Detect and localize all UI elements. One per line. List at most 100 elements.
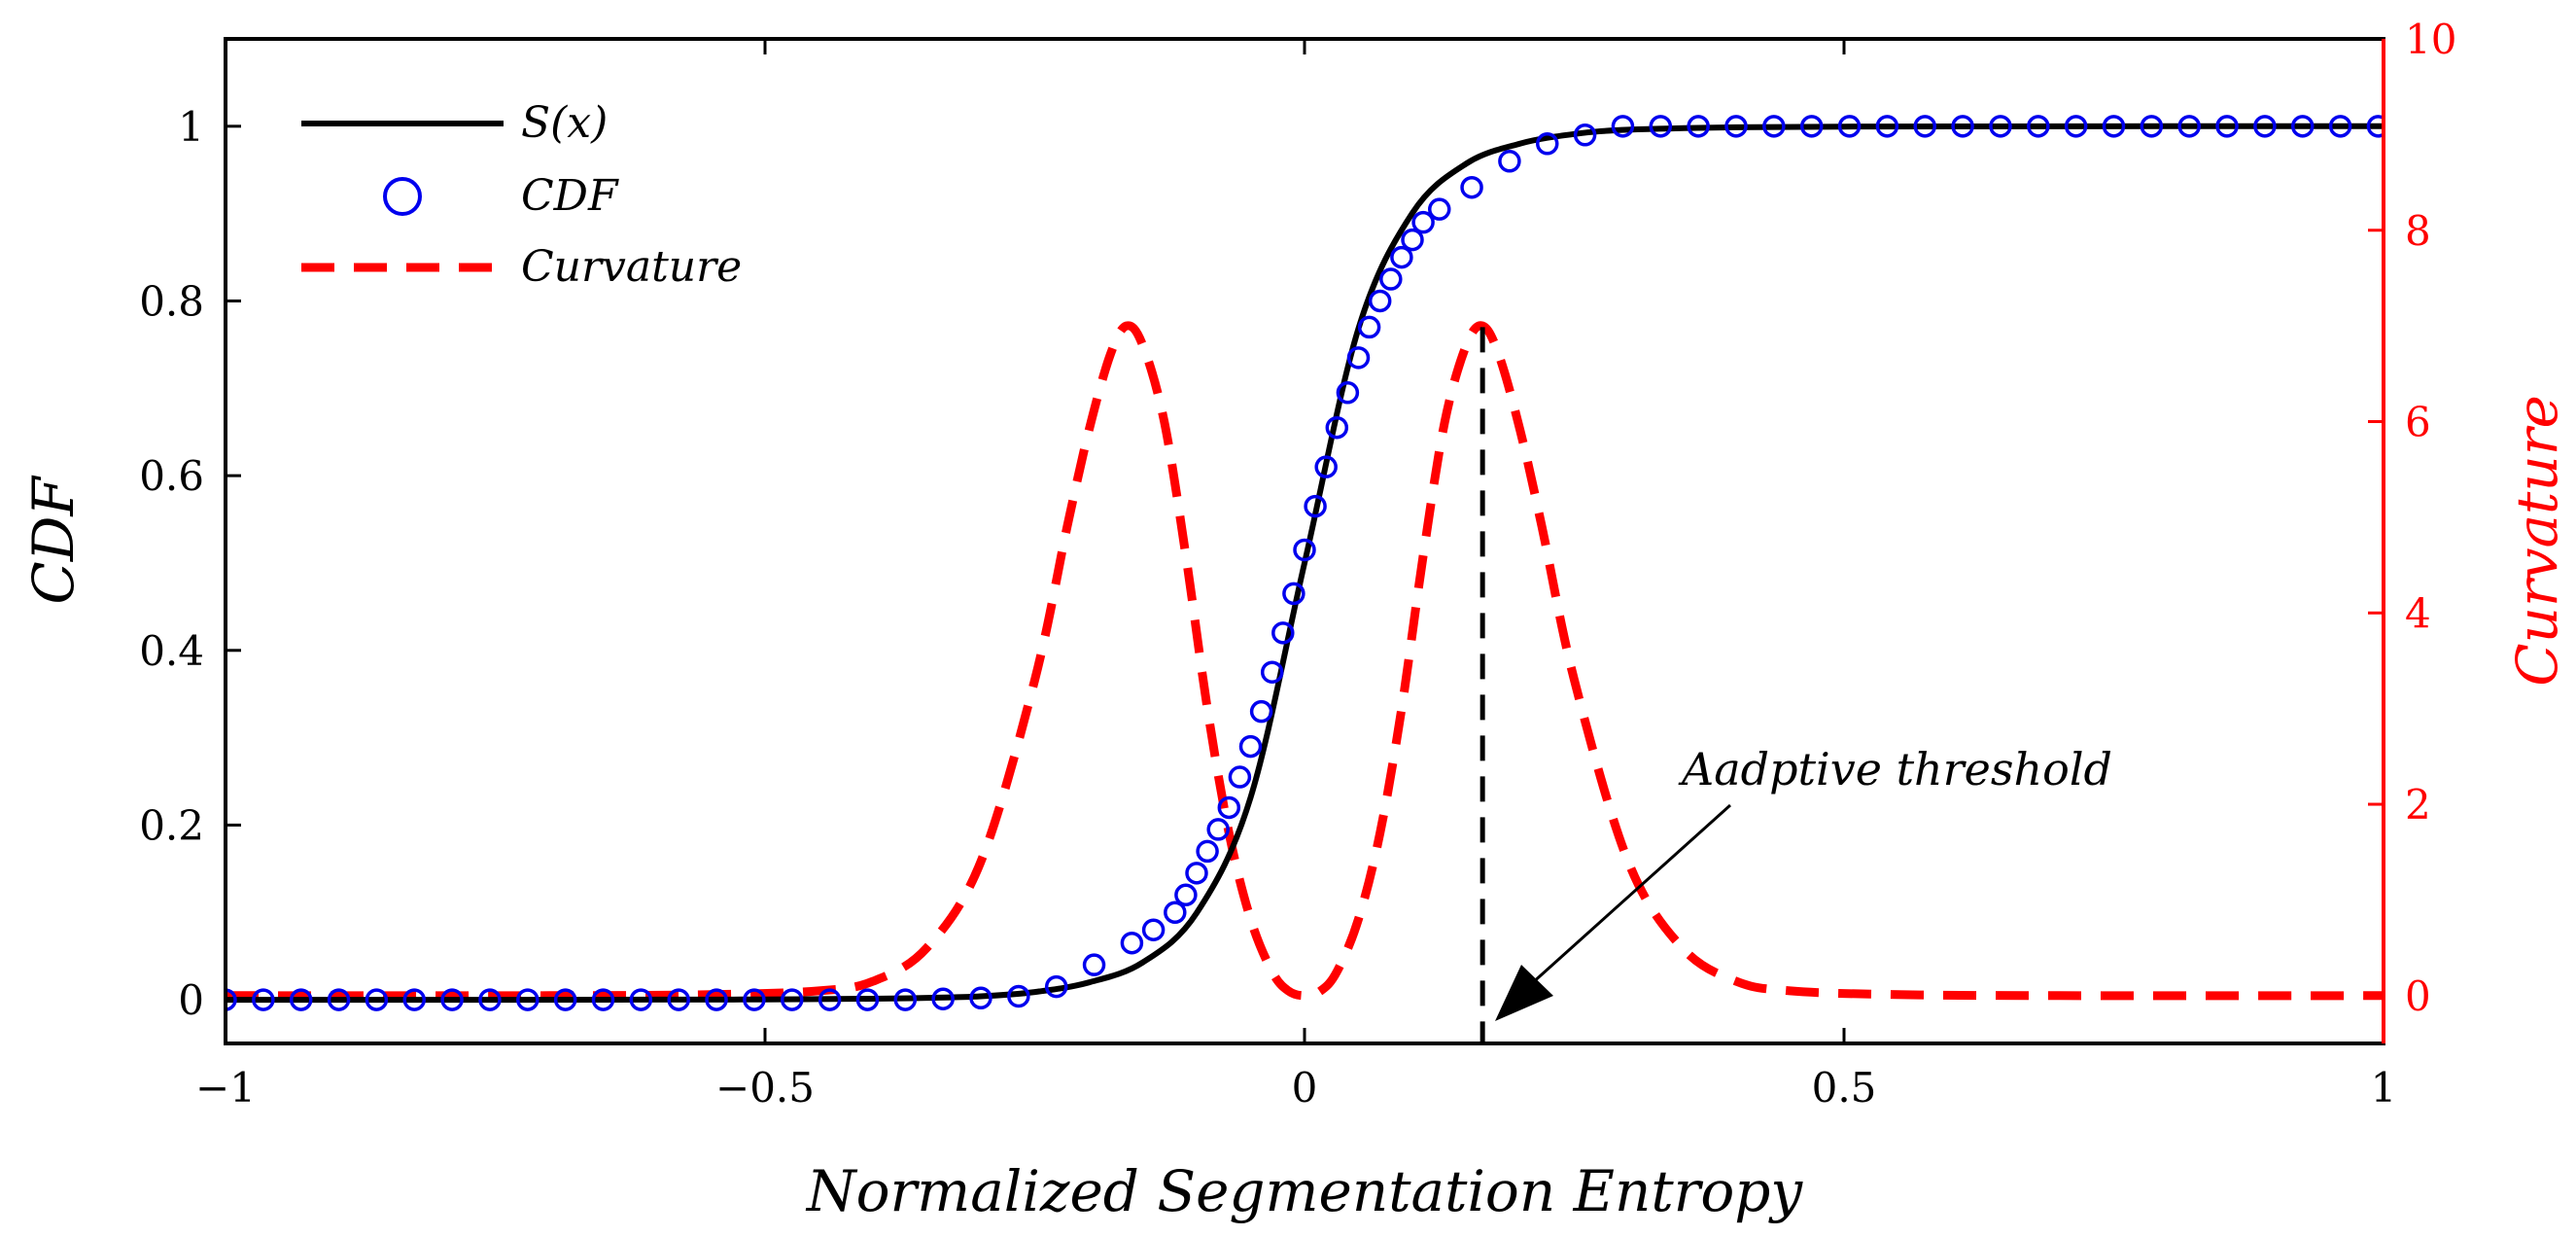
cdf-point [2177,115,2201,138]
cdf-point [2215,115,2239,138]
cdf-point [667,988,690,1011]
y-left-tick-label: 1 [178,103,204,151]
cdf-point [1314,455,1338,478]
cdf-point [1304,494,1327,518]
cdf-point [1206,818,1230,841]
cdf-point [1649,115,1673,138]
y-left-tick-label: 0.4 [139,627,204,675]
x-axis-label: Normalized Segmentation Entropy [805,1158,1804,1224]
left-axis-label: CDF [20,476,87,605]
cdf-point [855,988,880,1011]
x-tick-label: 0.5 [1812,1064,1877,1112]
cdf-point [2291,115,2315,138]
cdf-point [1379,267,1403,291]
cdf-point [1951,115,1974,138]
cdf-point [743,988,766,1011]
cdf-point [1164,901,1187,925]
cdf-point [1120,931,1144,955]
cdf-point [402,988,426,1011]
series-layer [226,115,2384,1042]
y-left-tick-label: 0.8 [139,277,204,325]
cdf-point [931,987,955,1010]
cdf-point [1536,132,1559,156]
cdf-point [1498,150,1521,173]
cdf-point [1799,115,1824,138]
cdf-point [1336,381,1360,405]
cdf-point [1989,115,2012,138]
y-left-tick-label: 0.2 [139,801,204,849]
x-tick-label: −0.5 [715,1064,815,1112]
cdf-point [969,986,992,1010]
cdf-point [478,988,502,1011]
legend-sx-label: S(x) [521,98,608,148]
cdf-point [1346,346,1371,370]
cdf-point [1460,175,1483,199]
right-axis-label: Curvature [2504,395,2570,687]
cdf-point [818,988,842,1011]
y-left-tick-label: 0.6 [139,452,204,500]
cdf-point [2366,115,2384,138]
y-right-tick-label: 4 [2405,589,2431,637]
cdf-point [1082,953,1106,976]
cdf-point [705,988,728,1011]
cdf-point [365,988,389,1011]
bottom-tick-labels: −1 −0.5 0 0.5 1 [195,1064,2396,1112]
annotation-arrow-shaft [1529,803,1732,986]
cdf-point [327,988,351,1011]
y-right-tick-label: 2 [2405,781,2431,829]
cdf-point [2064,115,2088,138]
cdf-point [629,988,653,1011]
cdf-point [1390,245,1413,269]
cdf-point [2253,115,2277,138]
cdf-point [893,988,918,1011]
cdf-point [1196,839,1219,864]
cdf-point [1282,582,1305,606]
cdf-point [516,988,540,1011]
cdf-markers [226,115,2384,1011]
y-right-tick-label: 8 [2405,207,2431,255]
curvature-line [226,321,2384,1001]
cdf-point [1044,974,1068,999]
cdf-point [553,988,577,1011]
cdf-point [1428,197,1451,221]
cdf-point [1217,795,1241,820]
x-tick-label: −1 [195,1064,256,1112]
cdf-point [252,988,275,1011]
cdf-point [2027,115,2050,138]
cdf-point [1185,862,1208,885]
annotation-text: Aadptive threshold [1678,743,2112,795]
y-right-tick-label: 0 [2405,972,2431,1020]
left-tick-labels: 0 0.2 0.4 0.6 0.8 1 [139,103,204,1024]
cdf-point [289,988,313,1011]
legend-cdf-label: CDF [521,171,619,221]
cdf-point [781,988,804,1011]
legend-curvature-label: Curvature [521,242,742,292]
cdf-point [1368,289,1392,313]
cdf-point [1837,115,1862,138]
cdf-point [1228,765,1252,789]
cdf-point [1174,883,1198,907]
cdf-point [1293,538,1316,562]
cdf-point [1411,210,1435,234]
cdf-point [1238,734,1263,759]
cdf-point [1611,115,1635,138]
cdf-point [1875,115,1899,138]
cdf-point [226,988,237,1011]
cdf-point [1357,315,1381,339]
cdf-point [1260,660,1284,684]
cdf-point [2140,115,2164,138]
cdf-point [1141,918,1166,941]
legend: S(x) CDF Curvature [301,98,742,292]
cdf-point [1401,228,1424,252]
cdf-point [1271,621,1295,645]
x-tick-label: 0 [1292,1064,1318,1112]
cdf-point [1913,115,1936,138]
annotation-arrow-head [1495,965,1553,1021]
cdf-point [1687,115,1710,138]
cdf-point [1007,984,1030,1008]
x-tick-label: 1 [2371,1064,2397,1112]
y-right-tick-label: 6 [2405,399,2431,446]
cdf-point [1762,115,1786,138]
legend-cdf-swatch [383,177,422,216]
